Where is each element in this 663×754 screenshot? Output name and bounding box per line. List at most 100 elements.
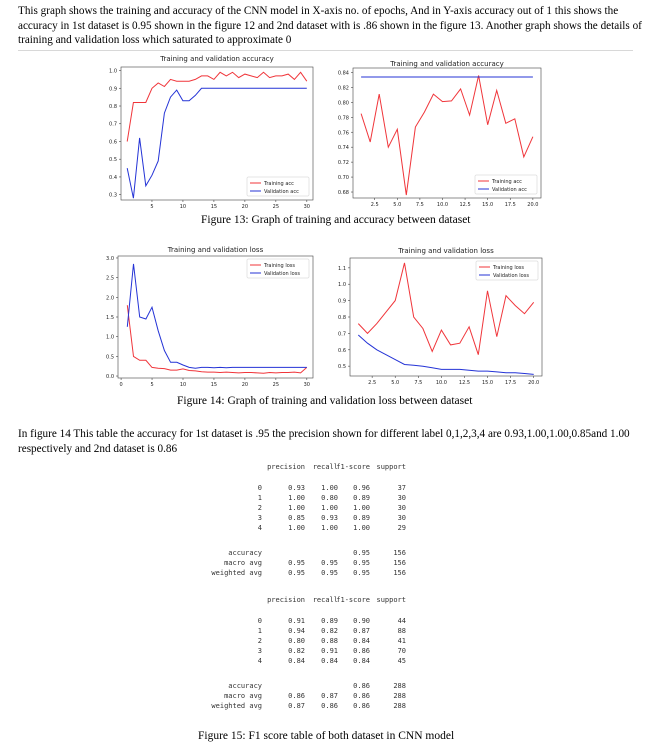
y-tick-label: 1.1 bbox=[338, 266, 346, 272]
chart-training-loss-dataset2: Training and validation loss 0.5 0.6 0.7 0.8… bbox=[338, 247, 543, 386]
table-row-label: 4 bbox=[257, 657, 262, 665]
table-cell: 30 bbox=[397, 504, 406, 512]
x-tick-label: 20 bbox=[242, 204, 248, 210]
x-tick-label: 20 bbox=[242, 382, 248, 388]
y-tick-label: 1.0 bbox=[106, 335, 114, 341]
x-tick-label: 0 bbox=[120, 382, 123, 388]
table-cell: 288 bbox=[393, 682, 406, 690]
x-tick-label: 5 bbox=[150, 204, 153, 210]
y-tick-label: 0.82 bbox=[338, 85, 349, 91]
series-line bbox=[357, 262, 535, 355]
table-header: support bbox=[376, 596, 406, 604]
table-row-label: 0 bbox=[257, 617, 262, 625]
table-header: f1-score bbox=[336, 463, 370, 471]
table-cell: 29 bbox=[397, 524, 406, 532]
y-tick-label: 0.6 bbox=[109, 139, 117, 145]
table-cell: 0.84 bbox=[321, 657, 338, 665]
x-tick-label: 5.0 bbox=[391, 380, 399, 386]
y-tick-label: 2.5 bbox=[106, 276, 114, 282]
table-cell: 0.86 bbox=[288, 692, 305, 700]
y-tick-label: 1.0 bbox=[109, 69, 117, 75]
table-row-label: 1 bbox=[257, 494, 262, 502]
x-tick-label: 12.5 bbox=[459, 380, 470, 386]
table-cell: 0.91 bbox=[288, 617, 305, 625]
x-tick-label: 10.0 bbox=[437, 202, 448, 208]
series-line bbox=[126, 71, 308, 142]
x-tick-label: 7.5 bbox=[416, 202, 424, 208]
x-tick-label: 30 bbox=[304, 382, 310, 388]
table-cell: 0.87 bbox=[321, 692, 338, 700]
legend-box bbox=[246, 176, 310, 197]
table-header: precision bbox=[267, 463, 305, 471]
table-row-label: weighted avg bbox=[211, 569, 262, 577]
table-row-label: 4 bbox=[257, 524, 262, 532]
table-row-label: 0 bbox=[257, 484, 262, 492]
table-cell: 0.94 bbox=[288, 627, 305, 635]
table-cell: 0.90 bbox=[353, 617, 370, 625]
table-cell: 0.87 bbox=[353, 627, 370, 635]
x-tick-label: 17.5 bbox=[505, 380, 516, 386]
y-tick-label: 0.76 bbox=[338, 130, 349, 136]
table-cell: 0.87 bbox=[288, 702, 305, 710]
table-cell: 156 bbox=[393, 559, 406, 567]
table-cell: 0.93 bbox=[288, 484, 305, 492]
table-cell: 288 bbox=[393, 692, 406, 700]
classification-report-dataset1: precision recall f1-score support 0 0.93 1.00 0… bbox=[200, 463, 460, 583]
table-cell: 1.00 bbox=[288, 504, 305, 512]
y-tick-label: 0.3 bbox=[109, 193, 117, 199]
classification-report-dataset2: precision recall f1-score support 0 0.91 0.89 0… bbox=[200, 596, 460, 720]
table-header: precision bbox=[267, 596, 305, 604]
legend-box bbox=[246, 258, 310, 279]
legend-label: Training acc bbox=[491, 179, 522, 185]
table-cell: 0.89 bbox=[353, 514, 370, 522]
x-tick-label: 15 bbox=[211, 382, 217, 388]
y-tick-label: 0.5 bbox=[106, 354, 114, 360]
table-header: support bbox=[376, 463, 406, 471]
table-cell: 0.88 bbox=[321, 637, 338, 645]
y-tick-label: 0.4 bbox=[109, 175, 117, 181]
y-tick-label: 0.7 bbox=[109, 122, 117, 128]
y-tick-label: 0.80 bbox=[338, 100, 349, 106]
x-tick-label: 20.0 bbox=[528, 380, 539, 386]
table-header: recall bbox=[312, 596, 338, 604]
x-tick-label: 2.5 bbox=[368, 380, 376, 386]
intro-paragraph: This graph shows the training and accura… bbox=[18, 5, 642, 46]
series-line bbox=[357, 334, 534, 375]
table-cell: 0.89 bbox=[353, 494, 370, 502]
series-line bbox=[126, 263, 307, 369]
x-tick-label: 5.0 bbox=[393, 202, 401, 208]
table-row-label: 2 bbox=[257, 504, 262, 512]
x-tick-label: 7.5 bbox=[414, 380, 422, 386]
table-cell: 0.84 bbox=[288, 657, 305, 665]
divider bbox=[18, 50, 633, 51]
table-cell: 0.84 bbox=[353, 657, 370, 665]
table-cell: 0.95 bbox=[353, 569, 370, 577]
table-cell: 1.00 bbox=[288, 524, 305, 532]
table-row-label: macro avg bbox=[224, 559, 262, 567]
x-tick-label: 25 bbox=[273, 204, 279, 210]
chart-title: Training and validation accuracy bbox=[159, 55, 274, 63]
x-tick-label: 10.0 bbox=[436, 380, 447, 386]
table-cell: 0.96 bbox=[353, 484, 370, 492]
table-cell: 0.80 bbox=[288, 637, 305, 645]
series-line bbox=[126, 305, 308, 374]
x-tick-label: 15 bbox=[211, 204, 217, 210]
chart-training-accuracy-dataset2: Training and validation accuracy 0.68 0.70… bbox=[338, 60, 542, 208]
y-tick-label: 0.68 bbox=[338, 190, 349, 196]
legend-label: Training loss bbox=[492, 265, 524, 271]
x-tick-label: 15.0 bbox=[482, 202, 493, 208]
table-cell: 1.00 bbox=[353, 504, 370, 512]
table-cell: 0.84 bbox=[353, 637, 370, 645]
y-tick-label: 0.84 bbox=[338, 70, 349, 76]
y-tick-label: 0.0 bbox=[106, 374, 114, 380]
table-row-label: macro avg bbox=[224, 692, 262, 700]
x-tick-label: 30 bbox=[304, 204, 310, 210]
table-cell: 1.00 bbox=[321, 484, 338, 492]
table-cell: 88 bbox=[397, 627, 406, 635]
x-tick-label: 17.5 bbox=[505, 202, 516, 208]
table-cell: 0.95 bbox=[288, 559, 305, 567]
y-tick-label: 0.6 bbox=[338, 348, 346, 354]
chart-title: Training and validation loss bbox=[397, 247, 494, 255]
table-row-label: accuracy bbox=[228, 549, 262, 557]
table-cell: 0.85 bbox=[288, 514, 305, 522]
